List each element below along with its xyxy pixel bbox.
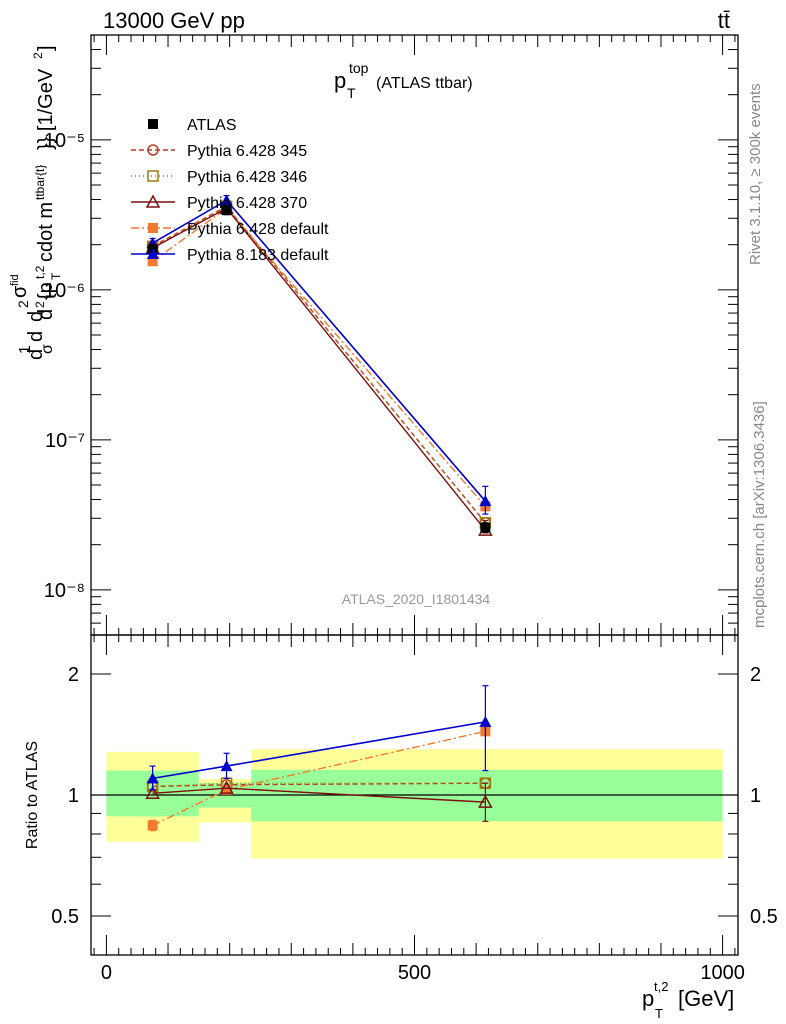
y-tick-label: 10⁻⁵	[44, 130, 85, 152]
ratio-y-tick-label-left: 0.5	[51, 906, 79, 928]
data-point	[219, 780, 234, 794]
y-tick-label: 10⁻⁸	[44, 580, 85, 602]
y-tick-label: 10⁻⁶	[44, 280, 85, 302]
legend-entry: Pythia 8.183 default	[131, 247, 329, 264]
svg-text:]: ]	[35, 45, 57, 51]
data-point	[145, 785, 160, 800]
data-point	[479, 495, 492, 507]
data-point	[480, 522, 491, 533]
x-axis-label: p t,2 T [GeV]	[642, 979, 734, 1021]
svg-text:[GeV]: [GeV]	[678, 986, 734, 1011]
title-sub: T	[347, 85, 356, 101]
data-point	[147, 170, 159, 182]
series-pythia-8-183-default	[146, 194, 492, 515]
svg-text:d: d	[25, 311, 47, 322]
ratio-y-tick-label-right: 2	[750, 664, 761, 686]
legend-label: Pythia 6.428 346	[187, 169, 307, 186]
svg-text:σ: σ	[9, 285, 31, 298]
analysis-watermark: ATLAS_2020_I1801434	[342, 591, 491, 607]
title-main: p	[334, 68, 346, 93]
energy-label: 13000 GeV pp	[103, 8, 245, 33]
svg-text:fid: fid	[9, 274, 21, 286]
y-tick-label: 10⁻⁷	[45, 430, 85, 452]
ratio-y-tick-label-left: 1	[68, 785, 79, 807]
data-point	[148, 223, 158, 233]
data-point	[148, 119, 158, 129]
legend: ATLAS Pythia 6.428 345 Pythia 6.428 346 Pyt…	[131, 117, 329, 264]
ratio-series-pythia-8-183-default	[146, 685, 492, 791]
data-point	[147, 820, 158, 831]
data-point	[220, 760, 233, 772]
series-line	[152, 199, 486, 502]
svg-text:p: p	[642, 986, 654, 1011]
ratio-y-axis-label: Ratio to ATLAS	[24, 741, 41, 849]
mcplots-label: mcplots.cern.ch [arXiv:1306.3436]	[751, 401, 768, 628]
legend-entry: Pythia 6.428 345	[131, 143, 307, 160]
svg-text:T: T	[655, 1006, 663, 1021]
rivet-label: Rivet 3.1.10, ≥ 300k events	[747, 83, 764, 265]
x-tick-label: 1000	[700, 962, 745, 984]
svg-text:T: T	[49, 272, 63, 280]
svg-text:}} [1/GeV: }} [1/GeV	[35, 68, 57, 150]
legend-label: Pythia 6.428 370	[187, 195, 307, 212]
ratio-y-tick-label-right: 1	[750, 785, 761, 807]
data-point	[145, 194, 161, 208]
legend-entry: Pythia 6.428 346	[131, 169, 307, 186]
svg-text:2: 2	[15, 300, 31, 308]
x-tick-label: 0	[101, 962, 112, 984]
data-point	[221, 784, 232, 795]
data-point	[147, 256, 158, 267]
ratio-series-pythia-6-428-370	[145, 780, 493, 822]
legend-label: Pythia 8.183 default	[187, 247, 329, 264]
svg-text:σ: σ	[39, 344, 56, 354]
svg-text:d: d	[25, 349, 47, 360]
svg-text:t,2: t,2	[33, 265, 47, 279]
data-point	[220, 194, 233, 206]
svg-text:{p: {p	[35, 282, 57, 300]
data-point	[221, 205, 232, 216]
svg-text:1: 1	[17, 345, 34, 354]
legend-label: ATLAS	[187, 117, 237, 134]
svg-text:d: d	[25, 331, 47, 342]
title-sup: top	[349, 60, 369, 76]
ratio-line	[152, 782, 486, 788]
svg-text:ttbar{t}: ttbar{t}	[33, 165, 47, 200]
data-point	[478, 794, 493, 808]
legend-entry: ATLAS	[148, 117, 237, 134]
legend-label: Pythia 6.428 345	[187, 143, 307, 160]
process-label: tt̄	[718, 8, 730, 33]
title-tail: (ATLAS ttbar)	[376, 75, 473, 92]
svg-text:t,2: t,2	[654, 979, 668, 994]
data-point	[479, 715, 492, 727]
ratio-y-tick-label-left: 2	[68, 664, 79, 686]
main-y-axis-label: d 1 σ d d 2 σ fid d 2 {p t,2 T cdot m tt…	[9, 45, 63, 360]
legend-entry: Pythia 6.428 370	[131, 194, 307, 212]
data-point	[147, 144, 159, 156]
x-tick-label: 500	[398, 962, 431, 984]
data-point	[146, 772, 159, 784]
data-point	[147, 248, 159, 259]
svg-text:cdot m: cdot m	[35, 202, 57, 262]
svg-text:d: d	[35, 309, 57, 320]
svg-text:2: 2	[33, 301, 47, 308]
legend-entry: Pythia 6.428 default	[131, 221, 329, 238]
legend-label: Pythia 6.428 default	[187, 221, 329, 238]
ratio-y-tick-label-right: 0.5	[750, 906, 778, 928]
chart-title: p top T (ATLAS ttbar)	[334, 60, 473, 101]
svg-text:2: 2	[31, 52, 45, 59]
ratio-line	[152, 787, 486, 803]
